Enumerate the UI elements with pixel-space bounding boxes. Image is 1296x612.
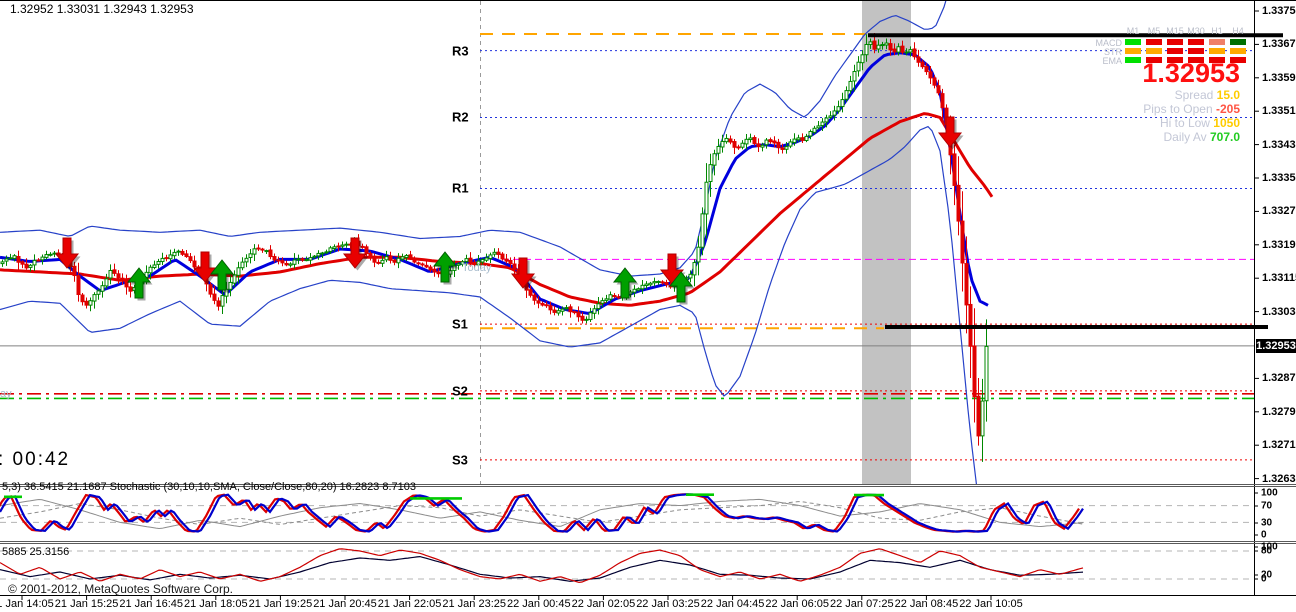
sub-axis-label: 0 [1261,529,1267,541]
stat-value: 707.0 [1209,130,1240,144]
pivot-label-s1: S1 [452,316,468,332]
signal-cell [1125,57,1141,63]
stat-label: Hi to Low [1159,116,1214,130]
time-axis-label: 21 Jan 16:45 [119,598,183,610]
sub-axis-label: 30 [1261,517,1273,529]
time-axis-label: 21 Jan 23:25 [442,598,506,610]
signal-cell [1167,39,1183,45]
signal-cell [1188,39,1204,45]
price-axis-label: 1.32795 [1262,405,1296,418]
sub-axis-label: 70 [1261,500,1273,512]
price-axis-label: 1.33355 [1262,172,1296,184]
signal-cell [1230,48,1246,54]
time-axis-label: 22 Jan 03:25 [636,598,700,610]
signal-cell [1146,48,1162,54]
tf-header-m15: M15 [1166,26,1184,36]
tf-header-m1: M1 [1126,26,1140,36]
stat-pips-to-open: Pips to Open -205 [1040,102,1240,116]
indicator2-label: 5885 25.3156 [2,546,70,558]
stat-daily-av: Daily Av 707.0 [1040,130,1241,144]
tf-header-h1: H1 [1211,26,1223,36]
matrix-row-label: STR [1104,47,1122,57]
left-edge-label-fragment: ay [0,388,12,400]
signal-cell [1167,48,1183,54]
signal-cell [1146,39,1162,45]
copyright-text: © 2001-2012, MetaQuotes Software Corp. [8,582,233,596]
tf-header-m5: M5 [1147,26,1161,36]
tf-header-m30: M30 [1187,26,1205,36]
stat-value: 1050 [1213,116,1240,130]
candle-countdown-timer: : 00:42 [0,449,71,470]
sub-axis-label: 0 [1261,573,1267,585]
time-axis-label: 22 Jan 02:05 [571,598,636,610]
matrix-row-label: MACD [1095,38,1123,48]
price-axis-label: 1.33115 [1262,272,1296,285]
time-axis-label: 21 Jan 19:25 [248,598,313,610]
stat-label: Pips to Open [1143,102,1216,116]
time-axis-label: 22 Jan 04:45 [700,598,765,610]
price-axis-label: 1.32715 [1262,439,1296,452]
time-axis-label: 22 Jan 08:45 [894,598,959,610]
sub-axis-label: 100 [1261,541,1278,553]
ohlc-readout: 1.32952 1.33031 1.32943 1.32953 [10,2,194,16]
price-axis-label: 1.33035 [1262,305,1296,318]
time-axis-label: 21 Jan 18:05 [183,598,248,610]
signal-cell [1230,57,1246,63]
sub-axis-label: 80 [1261,545,1273,557]
sub-axis-label: 100 [1261,487,1278,499]
pivot-label-s3: S3 [452,452,468,468]
time-axis-label: 22 Jan 00:45 [506,598,571,610]
price-axis-label: 1.33755 [1262,5,1296,17]
today-separator-label: Today [462,262,492,274]
time-axis-label: 22 Jan 07:25 [829,598,894,610]
stat-hi-to-low: Hi to Low 1050 [1040,116,1240,130]
signal-cell [1146,57,1162,63]
signal-cell [1167,57,1183,63]
time-axis-label: 21 Jan 20:45 [313,598,377,610]
price-axis-label: 1.33595 [1262,71,1296,84]
stat-value: -205 [1215,102,1240,116]
price-axis-label: 1.33675 [1262,38,1296,51]
time-axis-label: 22 Jan 10:05 [959,598,1023,610]
matrix-row-label: EMA [1102,56,1122,66]
price-axis-label: 1.33195 [1262,238,1296,251]
stat-value: 15.0 [1216,88,1240,102]
sub-axis-label: 20 [1261,569,1273,581]
stat-label: Daily Av [1163,130,1210,144]
signal-cell [1125,39,1141,45]
signal-cell [1188,48,1204,54]
signal-cell [1209,57,1225,63]
price-axis-label: 1.32875 [1262,372,1296,385]
stat-spread: Spread 15.0 [1040,88,1240,102]
time-axis-label: 21 Jan 15:25 [54,598,119,610]
stat-label: Spread [1174,88,1217,102]
current-price-display: 1.32953 [1142,58,1240,88]
pivot-label-r2: R2 [452,109,469,125]
time-axis-label: 21 Jan 14:05 [0,598,54,610]
signal-cell [1209,48,1225,54]
price-axis-label: 1.32635 [1262,472,1296,485]
price-axis-label: 1.33275 [1262,205,1296,218]
pivot-label-r3: R3 [452,43,469,59]
current-price-tag: 1.32953 [1256,339,1296,353]
pivot-label-r1: R1 [452,180,469,196]
signal-cell [1125,48,1141,54]
time-axis-label: 21 Jan 22:05 [377,598,442,610]
signal-cell [1209,39,1225,45]
price-axis-label: 1.33435 [1262,138,1296,151]
signal-cell [1188,57,1204,63]
time-axis-label: 22 Jan 06:05 [765,598,829,610]
tf-header-h4: H4 [1232,26,1244,36]
signal-cell [1230,39,1246,45]
stochastic-label: 5,3) 36.5415 21.1687 Stochastic (30,10,1… [2,481,417,493]
price-axis-label: 1.33515 [1262,105,1296,118]
pivot-label-s2: S2 [452,383,468,399]
